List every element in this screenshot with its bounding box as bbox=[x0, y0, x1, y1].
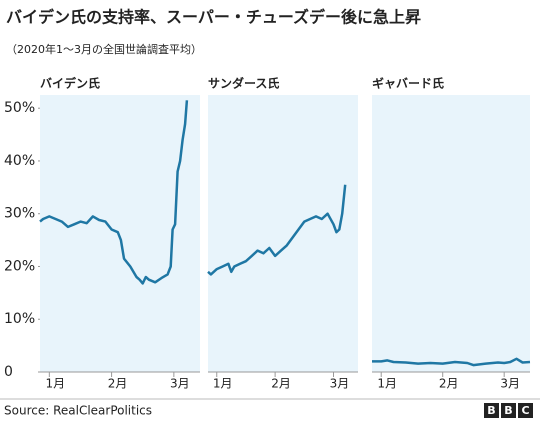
y-tick-label: 50% bbox=[4, 100, 35, 116]
logo-box bbox=[518, 403, 533, 418]
data-line bbox=[207, 184, 347, 276]
y-tick-label: 30% bbox=[4, 206, 35, 222]
x-tick-label: 1月 bbox=[46, 377, 66, 391]
source: Source: RealClearPolitics bbox=[4, 404, 152, 418]
panel-background bbox=[40, 95, 200, 372]
data-line bbox=[372, 357, 531, 367]
chart-subtitle: （2020年1～3月の全国世論調査平均） bbox=[6, 42, 202, 56]
logo-letter: B bbox=[504, 404, 512, 417]
panel-background bbox=[208, 95, 358, 372]
panel-title: サンダース氏 bbox=[208, 76, 279, 91]
y-tick-label: 40% bbox=[4, 153, 35, 169]
chart-title: バイデン氏の支持率、スーパー・チューズデー後に急上昇 bbox=[6, 8, 421, 27]
panel-background bbox=[372, 95, 530, 372]
x-tick-label: 1月 bbox=[377, 377, 397, 391]
logo-letter: B bbox=[487, 404, 495, 417]
y-tick-label: 0 bbox=[4, 364, 13, 380]
x-tick-label: 3月 bbox=[330, 377, 350, 391]
data-line bbox=[39, 100, 189, 285]
x-tick-label: 1月 bbox=[213, 377, 233, 391]
panel-title: バイデン氏 bbox=[40, 76, 100, 91]
logo: B B C bbox=[484, 403, 533, 418]
x-tick-label: 3月 bbox=[500, 377, 520, 391]
logo-box bbox=[484, 403, 499, 418]
x-tick-label: 2月 bbox=[439, 377, 459, 391]
logo-letter: C bbox=[521, 404, 529, 417]
panel-title: ギャバード氏 bbox=[372, 76, 444, 91]
x-tick-label: 2月 bbox=[108, 377, 128, 391]
x-tick-label: 3月 bbox=[170, 377, 190, 391]
y-tick-label: 10% bbox=[4, 311, 35, 327]
y-tick-label: 20% bbox=[4, 258, 35, 274]
logo-box bbox=[501, 403, 516, 418]
x-tick-label: 2月 bbox=[271, 377, 291, 391]
